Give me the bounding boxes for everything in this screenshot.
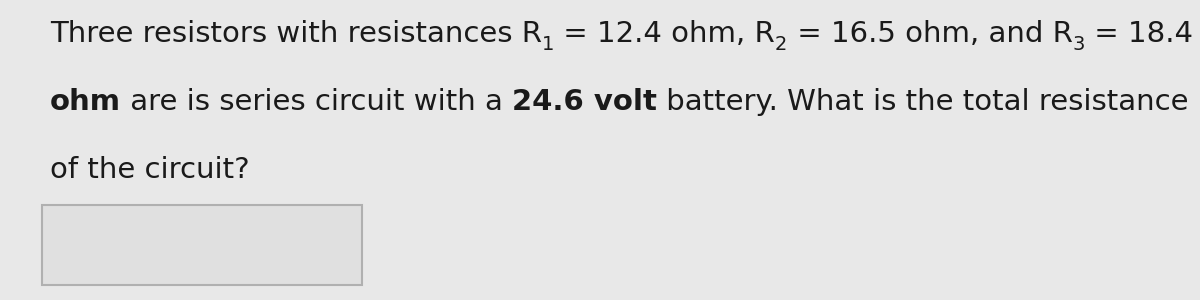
Text: ohm: ohm [50,88,121,116]
Text: Three resistors with resistances R: Three resistors with resistances R [50,20,542,48]
Text: of the circuit?: of the circuit? [50,156,250,184]
Text: are is series circuit with a: are is series circuit with a [121,88,512,116]
Text: 2: 2 [775,35,787,54]
Text: = 16.5 ohm, and R: = 16.5 ohm, and R [787,20,1073,48]
Text: battery. What is the total resistance (: battery. What is the total resistance ( [658,88,1200,116]
Text: 24.6 volt: 24.6 volt [512,88,658,116]
Text: 3: 3 [1073,35,1085,54]
Text: = 12.4 ohm, R: = 12.4 ohm, R [554,20,775,48]
Text: = 18.4: = 18.4 [1085,20,1193,48]
FancyBboxPatch shape [42,205,362,285]
Text: 1: 1 [542,35,554,54]
